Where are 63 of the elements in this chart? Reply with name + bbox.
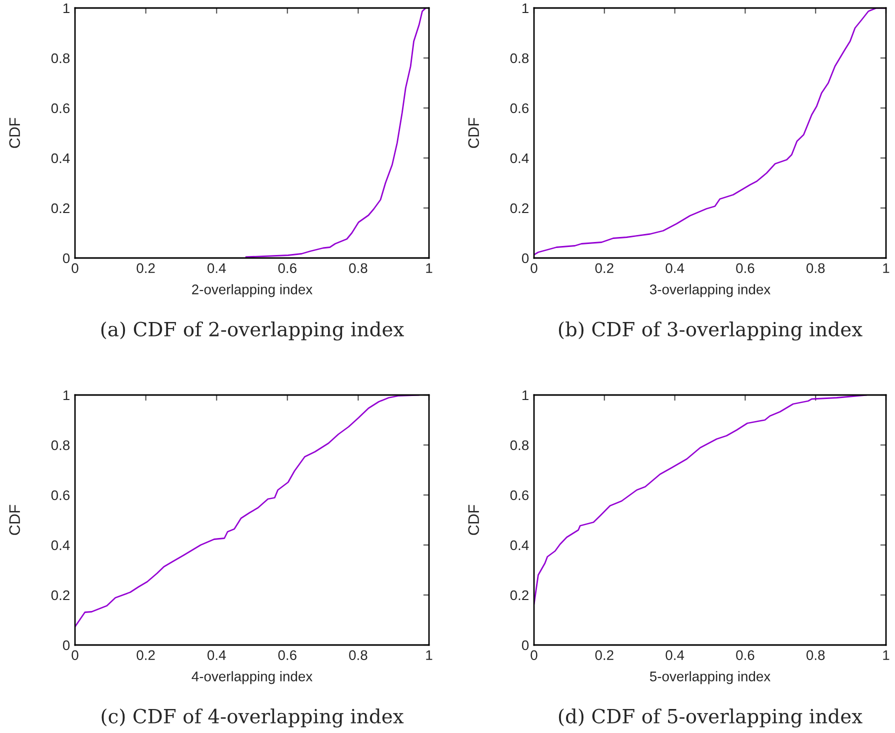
x-tick-label: 0.6 bbox=[736, 263, 754, 274]
y-tick-label: 1 bbox=[522, 3, 528, 14]
line-series bbox=[75, 395, 420, 628]
line-series bbox=[534, 395, 868, 605]
x-tick-label: 0 bbox=[530, 650, 538, 660]
x-tick-label: 1 bbox=[883, 650, 890, 660]
y-tick-label: 0.2 bbox=[51, 590, 70, 600]
y-tick-label: 0.6 bbox=[51, 490, 70, 500]
text: (b) CDF of 3-overlapping index bbox=[558, 321, 862, 341]
y-tick-label: 0 bbox=[62, 640, 70, 650]
y-axis-title: CDF bbox=[9, 504, 20, 535]
text: (c) CDF of 4-overlapping index bbox=[102, 708, 404, 728]
x-tick-label: 0.2 bbox=[595, 263, 614, 274]
y-tick-label: 1 bbox=[63, 390, 70, 400]
x-tick-label: 0.6 bbox=[736, 650, 754, 660]
y-tick-label: 0.4 bbox=[510, 540, 529, 550]
y-tick-label: 1 bbox=[522, 390, 528, 400]
x-tick-label: 0.8 bbox=[806, 263, 825, 274]
x-tick-label: 0.6 bbox=[278, 263, 296, 274]
text: (a) CDF of 2-overlapping index bbox=[101, 321, 404, 341]
x-axis-title: 3-overlapping index bbox=[650, 284, 770, 298]
x-axis-title: 2-overlapping index bbox=[192, 284, 312, 298]
x-tick-label: 0.2 bbox=[595, 650, 614, 660]
x-tick-label: 0.2 bbox=[136, 650, 155, 660]
y-tick-label: 0.2 bbox=[510, 590, 528, 600]
x-tick-label: 0.8 bbox=[806, 650, 825, 660]
x-tick-label: 0.6 bbox=[278, 650, 296, 660]
x-tick-label: 0.8 bbox=[349, 263, 368, 274]
y-tick-label: 0.8 bbox=[510, 440, 529, 450]
line-series bbox=[245, 8, 427, 258]
x-tick-label: 0.2 bbox=[136, 263, 155, 274]
y-tick-label: 0.4 bbox=[510, 153, 529, 164]
y-tick-label: 0.6 bbox=[51, 103, 70, 114]
x-tick-label: 1 bbox=[426, 263, 432, 273]
x-tick-label: 0.8 bbox=[349, 650, 368, 660]
y-tick-label: 0.8 bbox=[51, 53, 70, 64]
x-axis-title: 4-overlapping index bbox=[192, 671, 312, 684]
text: (d) CDF of 5-overlapping index bbox=[558, 708, 862, 728]
x-tick-label: 0 bbox=[530, 263, 538, 274]
x-tick-label: 0.4 bbox=[207, 263, 226, 274]
y-tick-label: 0.4 bbox=[51, 153, 70, 164]
y-axis-title: CDF bbox=[9, 118, 20, 148]
x-tick-label: 0 bbox=[72, 650, 78, 660]
y-tick-label: 0 bbox=[522, 253, 529, 264]
x-axis-title: 5-overlapping index bbox=[650, 671, 770, 684]
x-tick-label: 0.4 bbox=[666, 263, 684, 274]
y-tick-label: 0 bbox=[522, 640, 529, 650]
y-tick-label: 0.2 bbox=[510, 203, 528, 214]
y-tick-label: 1 bbox=[63, 3, 70, 14]
x-tick-label: 1 bbox=[426, 650, 432, 660]
x-tick-label: 0.4 bbox=[666, 650, 684, 660]
x-tick-label: 0 bbox=[72, 263, 78, 274]
y-tick-label: 0.8 bbox=[510, 53, 529, 64]
y-tick-label: 0.4 bbox=[51, 540, 70, 550]
x-tick-label: 1 bbox=[883, 263, 890, 273]
y-axis-title: CDF bbox=[468, 504, 480, 535]
y-tick-label: 0.6 bbox=[510, 103, 529, 114]
x-tick-label: 0.4 bbox=[207, 650, 226, 660]
y-tick-label: 0.8 bbox=[51, 440, 70, 450]
y-tick-label: 0.2 bbox=[51, 203, 70, 214]
y-tick-label: 0.6 bbox=[510, 490, 529, 500]
y-axis-title: CDF bbox=[468, 118, 480, 148]
y-tick-label: 0 bbox=[62, 253, 70, 264]
